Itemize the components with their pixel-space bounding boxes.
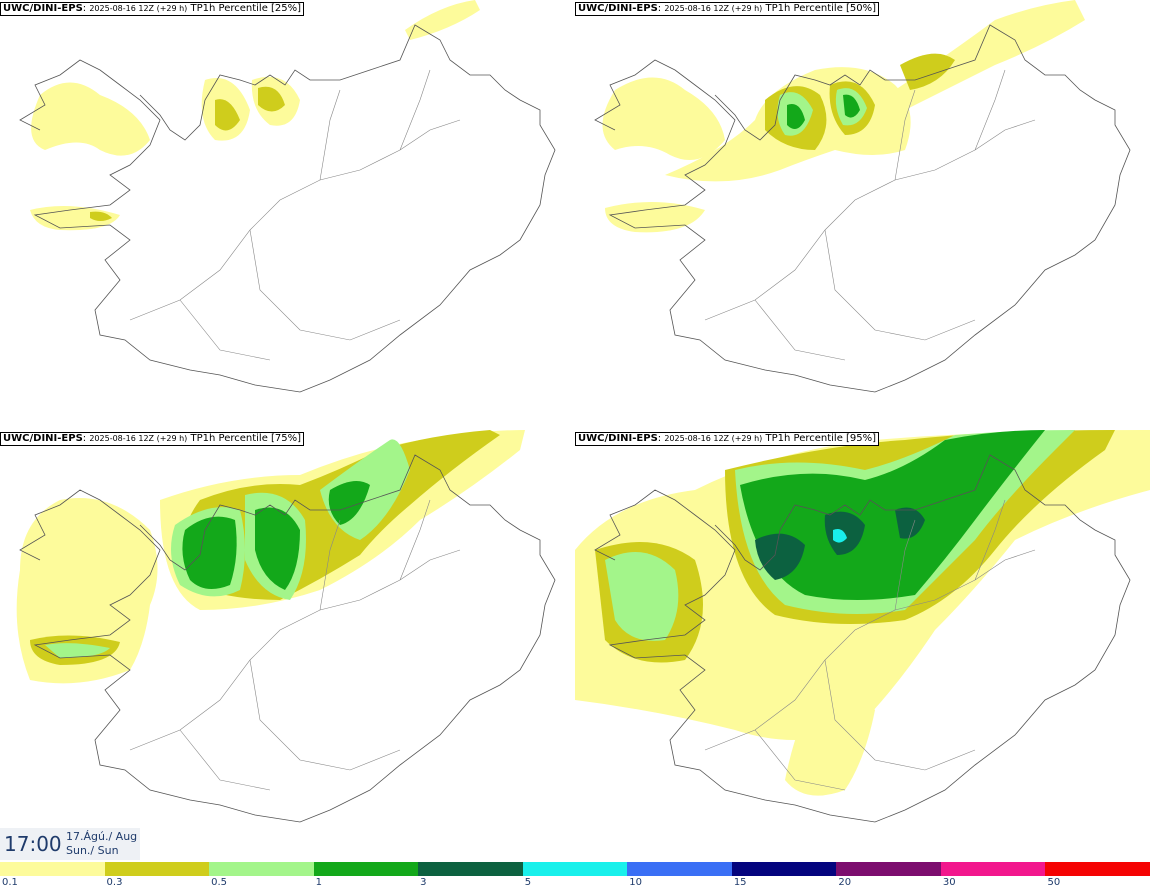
precip-area [785, 687, 875, 796]
road-network [129, 499, 461, 791]
panel-title: UWC/DINI-EPS: 2025-08-16 12Z (+29 h) TP1… [575, 2, 880, 16]
precip-area [900, 53, 955, 90]
precip-fields [16, 430, 525, 684]
precip-area [895, 507, 925, 539]
map-panel-p95: UWC/DINI-EPS: 2025-08-16 12Z (+29 h) TP1… [575, 430, 1150, 860]
legend-swatch [731, 862, 837, 876]
legend-label: 50 [1047, 877, 1061, 888]
precip-fields [602, 0, 1085, 233]
legend-label: 15 [733, 877, 747, 888]
legend-label: 30 [942, 877, 956, 888]
valid-date-line: 17.Ágú./ Aug [66, 830, 138, 843]
road-network [129, 69, 461, 361]
precip-area [833, 529, 847, 543]
map-canvas [594, 0, 1131, 393]
precip-area [824, 511, 865, 555]
precip-fields [575, 430, 1150, 796]
map-canvas [19, 0, 556, 393]
legend-label: 0.3 [106, 877, 123, 888]
panel-title: UWC/DINI-EPS: 2025-08-16 12Z (+29 h) TP1… [0, 2, 305, 16]
legend-swatch [627, 862, 732, 876]
precip-area [90, 211, 112, 221]
precip-fields [30, 0, 480, 231]
precip-area [787, 104, 805, 129]
precip-area [182, 516, 237, 589]
panel-title: UWC/DINI-EPS: 2025-08-16 12Z (+29 h) TP1… [0, 432, 305, 446]
legend-label: 0.1 [2, 877, 18, 888]
legend-labels: 0.1 0.3 0.5 1 3 5 10 15 20 30 50 [0, 877, 1150, 889]
map-panel-p50: UWC/DINI-EPS: 2025-08-16 12Z (+29 h) TP1… [575, 0, 1150, 430]
legend-swatch [0, 862, 105, 876]
map-canvas [16, 430, 556, 823]
precip-area [605, 201, 705, 233]
road-network [704, 499, 1036, 791]
precip-area [255, 507, 300, 590]
legend-swatch [418, 862, 523, 876]
precip-area [405, 0, 480, 40]
coastline [594, 454, 1131, 823]
legend-swatch [836, 862, 941, 876]
precip-area [31, 82, 150, 156]
precip-area [602, 77, 725, 160]
legend-swatch [522, 862, 628, 876]
precip-area [258, 86, 285, 112]
valid-time-box: 17:00 17.Ágú./ Aug Sun./ Sun [0, 828, 140, 860]
valid-date: 17.Ágú./ Aug Sun./ Sun [66, 830, 137, 858]
road-network [704, 69, 1036, 361]
legend-label: 5 [524, 877, 532, 888]
legend-swatch [940, 862, 1046, 876]
precip-area [740, 430, 1045, 600]
precip-area [45, 643, 110, 658]
precip-area [755, 533, 805, 580]
map-canvas [575, 430, 1150, 823]
valid-day-line: Sun./ Sun [66, 844, 119, 857]
precip-area [215, 99, 240, 131]
legend-label: 20 [838, 877, 852, 888]
precip-area [605, 552, 679, 641]
precip-area [895, 0, 1085, 110]
legend-swatch [209, 862, 314, 876]
legend-swatch [104, 862, 210, 876]
legend-label: 10 [629, 877, 642, 888]
coastline [19, 454, 556, 823]
precip-area [843, 94, 860, 118]
legend-label: 0.5 [211, 877, 227, 888]
map-panel-p75: UWC/DINI-EPS: 2025-08-16 12Z (+29 h) TP1… [0, 430, 575, 860]
color-legend [0, 862, 1150, 876]
valid-time: 17:00 [4, 832, 62, 856]
coastline [19, 24, 556, 393]
legend-swatch [1045, 862, 1150, 876]
legend-swatch [313, 862, 419, 876]
map-panel-p25: UWC/DINI-EPS: 2025-08-16 12Z (+29 h) TP1… [0, 0, 575, 430]
coastline [594, 24, 1131, 393]
panel-title: UWC/DINI-EPS: 2025-08-16 12Z (+29 h) TP1… [575, 432, 880, 446]
legend-label: 3 [420, 877, 427, 888]
legend-label: 1 [315, 877, 322, 888]
precip-area [328, 481, 370, 525]
